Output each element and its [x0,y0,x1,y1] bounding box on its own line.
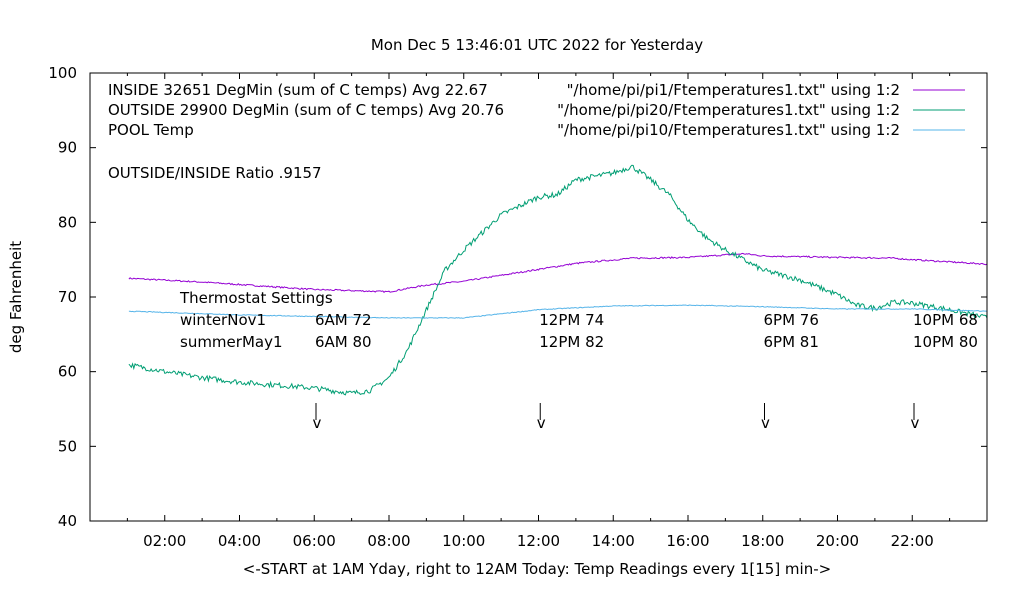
thermostat-title: Thermostat Settings [179,289,333,307]
series-line-2 [128,304,988,319]
y-axis-label: deg Fahrenheit [7,241,25,353]
setting-arrow-head: v [761,414,770,432]
legend-source: "/home/pi/pi10/Ftemperatures1.txt" using… [557,121,900,139]
legend-name: POOL Temp [108,121,194,139]
x-tick-label: 10:00 [442,532,485,550]
plot-border [89,72,988,522]
legend-name: INSIDE 32651 DegMin (sum of C temps) Avg… [108,81,488,99]
x-tick-label: 08:00 [367,532,410,550]
series-line-0 [128,252,988,293]
x-tick-label: 02:00 [143,532,186,550]
x-tick-label: 14:00 [592,532,635,550]
y-tick-label: 60 [58,363,77,381]
chart-title: Mon Dec 5 13:46:01 UTC 2022 for Yesterda… [371,36,703,54]
thermostat-row-label: winterNov1 [180,311,266,329]
setting-arrow-head: v [537,414,546,432]
setting-arrow-head: v [911,414,920,432]
setting-arrow-head: v [313,414,322,432]
thermostat-setting: 6AM 80 [315,333,372,351]
x-tick-label: 20:00 [816,532,859,550]
y-tick-label: 100 [48,64,77,82]
x-tick-label: 16:00 [666,532,709,550]
thermostat-setting: 10PM 80 [913,333,978,351]
legend-source: "/home/pi/pi1/Ftemperatures1.txt" using … [567,81,900,99]
thermostat-setting: 6AM 72 [315,311,372,329]
y-tick-label: 50 [58,437,77,455]
legend-source: "/home/pi/pi20/Ftemperatures1.txt" using… [557,101,900,119]
x-axis-label: <-START at 1AM Yday, right to 12AM Today… [243,560,831,578]
x-tick-label: 18:00 [741,532,784,550]
x-tick-label: 12:00 [517,532,560,550]
thermostat-setting: 6PM 81 [763,333,818,351]
y-tick-label: 40 [58,512,77,530]
ratio-annotation: OUTSIDE/INSIDE Ratio .9157 [108,164,322,182]
thermostat-setting: 10PM 68 [913,311,978,329]
thermostat-setting: 12PM 74 [539,311,604,329]
y-tick-label: 70 [58,288,77,306]
legend-name: OUTSIDE 29900 DegMin (sum of C temps) Av… [108,101,504,119]
y-tick-label: 80 [58,213,77,231]
thermostat-setting: 6PM 76 [763,311,818,329]
thermostat-setting: 12PM 82 [539,333,604,351]
x-tick-label: 04:00 [218,532,261,550]
x-tick-label: 22:00 [891,532,934,550]
x-tick-label: 06:00 [293,532,336,550]
thermostat-row-label: summerMay1 [180,333,283,351]
series-line-1 [128,164,988,396]
y-tick-label: 90 [58,139,77,157]
